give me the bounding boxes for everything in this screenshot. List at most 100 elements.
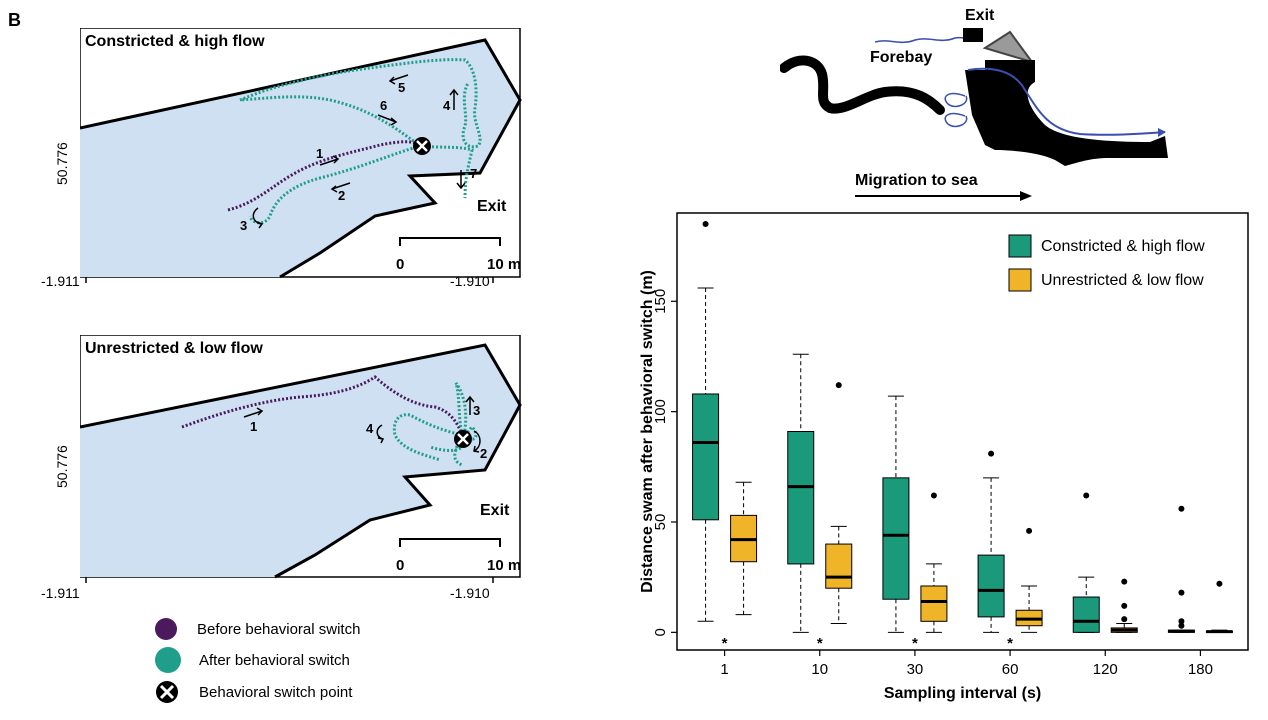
x-tick-label: 1 bbox=[720, 661, 728, 678]
map-top-label-3: 3 bbox=[240, 218, 247, 233]
legend-label: Constricted & high flow bbox=[1041, 238, 1205, 255]
map-top-label-6: 6 bbox=[380, 98, 387, 113]
map-top-after-track-2 bbox=[239, 95, 421, 148]
outlier-point bbox=[1178, 589, 1185, 596]
eddy-icon-2 bbox=[944, 112, 968, 128]
map-top-label-2: 2 bbox=[338, 188, 345, 203]
outlier-point bbox=[930, 492, 937, 499]
schematic-exit-label: Exit bbox=[965, 7, 995, 24]
map-bottom-exit-label: Exit bbox=[480, 502, 510, 519]
map-top-label-5: 5 bbox=[398, 80, 405, 95]
outlier-point bbox=[988, 450, 995, 457]
eddy-icon-1 bbox=[944, 92, 968, 108]
outlier-point bbox=[1178, 618, 1185, 625]
map-bottom-path-labels: 1 2 3 4 bbox=[250, 403, 487, 461]
box-constricted bbox=[692, 221, 720, 622]
legend-swatch bbox=[1008, 268, 1032, 292]
map-top-arrows bbox=[252, 74, 466, 229]
map-top-xtick-label-1: -1.911 bbox=[41, 273, 80, 289]
outlier-point bbox=[1216, 580, 1223, 587]
map-bottom-before-track bbox=[181, 375, 464, 436]
legend-after-swatch-icon bbox=[155, 647, 181, 673]
map-bottom-ytick-label: 50.776 bbox=[54, 445, 70, 488]
dam-schematic: Exit Forebay Migration to sea bbox=[779, 0, 1180, 210]
box-unrestricted bbox=[825, 382, 853, 625]
significance-marker: * bbox=[1007, 635, 1013, 652]
map-top-after-track-3 bbox=[239, 58, 482, 149]
box-unrestricted bbox=[1015, 527, 1043, 633]
x-axis-label: Sampling interval (s) bbox=[884, 685, 1041, 702]
dam-schematic-svg: Exit Forebay Migration to sea bbox=[779, 7, 1168, 201]
map-bottom-label-4: 4 bbox=[366, 421, 374, 436]
map-bottom-scale-10: 10 m bbox=[487, 557, 521, 574]
legend-switch-label: Behavioral switch point bbox=[199, 683, 353, 701]
map-legend: Before behavioral switch After behaviora… bbox=[155, 615, 360, 707]
significance-marker: * bbox=[912, 635, 918, 652]
box-constricted bbox=[977, 450, 1005, 633]
box-constricted bbox=[882, 395, 910, 633]
gate-icon bbox=[982, 30, 1035, 64]
outlier-point bbox=[1121, 616, 1128, 623]
box-unrestricted bbox=[1110, 578, 1138, 633]
x-tick-label: 10 bbox=[811, 661, 828, 678]
map-top-scale-0: 0 bbox=[396, 256, 404, 273]
y-tick-label: 50 bbox=[652, 514, 669, 531]
map-bottom-switch-point-icon bbox=[454, 430, 472, 448]
map-bottom-xtick-label-1: -1.911 bbox=[41, 585, 80, 601]
y-tick-label: 100 bbox=[652, 399, 669, 424]
map-top: 1 2 3 4 5 6 7 Exit 0 10 m Constricted & … bbox=[74, 27, 530, 293]
flow-arrow-icon bbox=[1158, 128, 1166, 137]
map-bottom-label-1: 1 bbox=[250, 419, 257, 434]
map-bottom-scale-0: 0 bbox=[396, 557, 404, 574]
outlier-point bbox=[835, 382, 842, 389]
map-legend-switch: Behavioral switch point bbox=[155, 677, 360, 707]
x-tick-label: 120 bbox=[1093, 661, 1118, 678]
box-body bbox=[920, 585, 948, 622]
box-constricted bbox=[1167, 505, 1195, 633]
box-unrestricted bbox=[730, 481, 758, 616]
box-body bbox=[692, 393, 720, 521]
box-constricted bbox=[1072, 492, 1100, 633]
legend-before-label: Before behavioral switch bbox=[197, 620, 361, 638]
map-bottom-after-track-2 bbox=[392, 413, 463, 462]
map-bottom-scale-bar bbox=[399, 538, 501, 547]
outlier-point bbox=[1121, 578, 1128, 585]
dam-body bbox=[965, 60, 1168, 166]
outlier-point bbox=[1121, 602, 1128, 609]
outlier-point bbox=[1178, 622, 1185, 629]
y-tick-label: 0 bbox=[652, 628, 669, 636]
map-top-label-7: 7 bbox=[470, 166, 477, 181]
map-top-shoreline bbox=[79, 38, 522, 279]
y-axis-label: Distance swam after behavioral switch (m… bbox=[639, 270, 656, 593]
map-legend-after: After behavioral switch bbox=[155, 643, 360, 677]
outlier-point bbox=[1026, 527, 1033, 534]
x-tick-label: 60 bbox=[1002, 661, 1019, 678]
map-bottom-xtick-label-2: -1.910 bbox=[450, 585, 490, 601]
migration-label: Migration to sea bbox=[855, 172, 978, 189]
box-unrestricted bbox=[1205, 580, 1233, 634]
boxplot-chart: 0 50 100 150 1 * 10 * 30 * 60 * 120 180 Sampling inter… bbox=[639, 212, 1249, 702]
map-legend-before: Before behavioral switch bbox=[155, 615, 360, 643]
box-unrestricted bbox=[920, 492, 948, 633]
x-tick-label: 180 bbox=[1188, 661, 1213, 678]
map-top-label-4: 4 bbox=[443, 98, 451, 113]
outlier-point bbox=[1178, 505, 1185, 512]
flow-line bbox=[967, 67, 1166, 136]
map-bottom-title: Unrestricted & low flow bbox=[85, 340, 263, 357]
map-top-xtick-label-2: -1.910 bbox=[450, 273, 490, 289]
map-top-path-labels: 1 2 3 4 5 6 7 bbox=[240, 80, 477, 233]
map-bottom-shoreline bbox=[79, 343, 522, 579]
outlier-point bbox=[1083, 492, 1090, 499]
significance-marker: * bbox=[817, 635, 823, 652]
legend-label: Unrestricted & low flow bbox=[1041, 272, 1204, 289]
eel-icon bbox=[779, 55, 945, 115]
box-constricted bbox=[787, 353, 815, 633]
box-body bbox=[787, 431, 815, 565]
y-tick-label: 150 bbox=[652, 289, 669, 314]
map-top-svg: 1 2 3 4 5 6 7 Exit 0 10 m Constricted & … bbox=[74, 27, 522, 283]
boxplot-plot-area: 0 50 100 150 1 * 10 * 30 * 60 * 120 180 Sampling inter… bbox=[639, 212, 1249, 702]
x-circle-icon bbox=[156, 681, 178, 703]
map-bottom-water bbox=[80, 345, 520, 577]
legend-swatch bbox=[1008, 234, 1032, 258]
map-top-after-track-4 bbox=[419, 144, 474, 199]
